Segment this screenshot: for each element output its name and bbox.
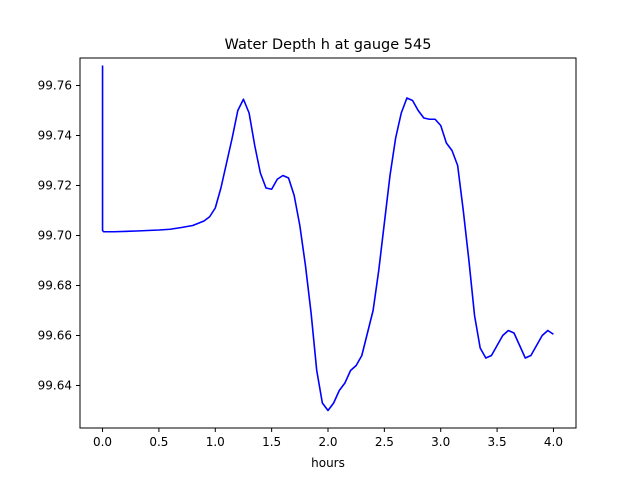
x-axis-label: hours: [311, 456, 345, 470]
y-axis-ticks: 99.64 99.66 99.68 99.70 99.72 99.74 99.76: [38, 79, 80, 393]
y-tick-label: 99.76: [38, 79, 72, 93]
series-line: [101, 65, 554, 412]
x-axis-ticks: 0.0 0.5 1.0 1.5 2.0 2.5 3.0 3.5 4.0: [93, 428, 563, 449]
y-tick-label: 99.74: [38, 129, 72, 143]
x-tick-label: 0.5: [149, 435, 168, 449]
y-tick-label: 99.64: [38, 379, 72, 393]
x-tick-label: 3.5: [488, 435, 507, 449]
y-tick-label: 99.72: [38, 179, 72, 193]
series-layer: [101, 65, 554, 412]
x-tick-label: 2.5: [375, 435, 394, 449]
axes-frame: [79, 57, 577, 429]
x-tick-label: 2.0: [318, 435, 337, 449]
y-tick-label: 99.70: [38, 229, 72, 243]
axes-background: [80, 58, 576, 428]
x-tick-label: 0.0: [93, 435, 112, 449]
x-tick-label: 1.5: [262, 435, 281, 449]
x-tick-label: 3.0: [431, 435, 450, 449]
y-tick-label: 99.68: [38, 279, 72, 293]
y-tick-label: 99.66: [38, 329, 72, 343]
plot-area: [80, 58, 576, 428]
x-tick-label: 1.0: [206, 435, 225, 449]
x-tick-label: 4.0: [544, 435, 563, 449]
chart-title: Water Depth h at gauge 545: [225, 37, 432, 53]
